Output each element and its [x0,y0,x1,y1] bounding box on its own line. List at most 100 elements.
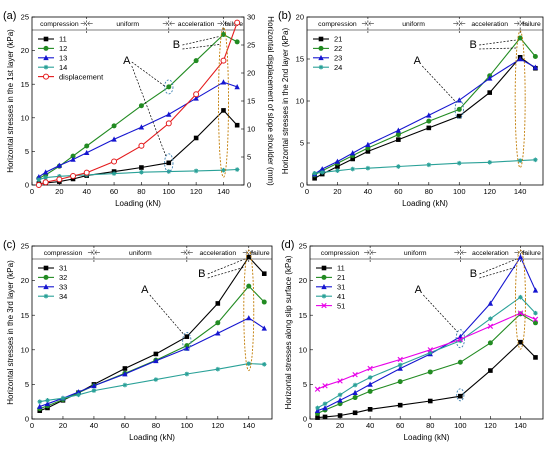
x-tick-label: 60 [394,187,402,196]
data-point-11 [488,368,493,373]
data-point-33 [37,403,43,409]
legend-label: 33 [59,283,67,292]
data-point-41 [352,382,358,388]
phase-label: uniform [116,21,139,28]
phase-arrow [460,250,467,255]
phase-label: failure [224,21,243,28]
y-tick-label: 5 [300,139,304,148]
y2-tick-label: 20 [247,69,255,78]
data-point-21 [487,90,493,95]
data-point-23 [426,112,432,118]
data-point-24 [365,165,371,171]
y-tick-label: 10 [299,345,307,354]
annotation-b: B [173,39,180,51]
leader-a-2 [131,61,166,88]
legend-marker [321,265,327,271]
data-point-51 [314,386,321,392]
data-point-11 [458,393,463,399]
annotation-a: A [414,55,422,67]
data-point-14 [43,175,48,180]
phase-label: compression [318,21,357,28]
leader-b [182,36,220,46]
series-line-51 [317,312,536,390]
phase-arrow [217,21,223,26]
x-tick-label: 40 [364,187,372,196]
data-point-displacement [56,176,63,183]
legend-entry-11: 11 [38,35,67,44]
x-tick-label: 100 [163,187,176,196]
data-point-23 [395,127,402,133]
x-tick-label: 140 [217,187,230,196]
x-tick-label: 100 [454,421,467,430]
data-point-34 [261,362,267,367]
y-tick-label: 15 [21,311,29,320]
data-point-11 [221,108,226,113]
x-tick-label: 0 [30,187,34,196]
leader-b-2 [182,44,220,50]
x-tick-label: 40 [83,187,91,196]
data-point-21 [427,369,433,375]
data-point-33 [44,400,51,407]
data-point-11 [166,160,172,166]
data-point-31 [532,287,539,293]
x-tick-label: 20 [333,187,341,196]
legend-label: displacement [59,72,104,81]
data-point-displacement [35,182,42,188]
data-point-12 [234,39,240,45]
y-tick-label: 25 [21,242,29,251]
legend-label: 12 [59,44,67,53]
annotation-b: B [198,268,205,280]
series-line-41 [317,296,536,409]
legend-label: 22 [334,44,342,53]
chart-panel-3: compression uniform acceleration failure 0 20… [3,239,273,442]
y2-tick-label: 30 [247,13,255,22]
leader-a [423,294,458,332]
legend-entry-24: 24 [313,63,342,72]
ellipse-a [454,99,464,119]
data-point-33 [215,330,221,336]
legend-marker [318,64,324,70]
x-axis-title: Loading (kN) [404,433,450,442]
y-tick-label: 10 [21,113,29,122]
x-tick-label: 0 [308,421,312,430]
data-point-11 [367,407,373,412]
data-point-24 [335,168,340,174]
data-point-13 [234,83,240,90]
data-point-34 [184,371,190,377]
data-point-14 [36,177,42,182]
data-point-23 [365,141,371,147]
data-point-displacement [220,57,227,64]
data-point-14 [57,173,62,179]
data-point-34 [215,366,221,372]
data-point-23 [349,150,356,156]
data-point-31 [352,389,358,396]
data-point-21 [457,359,463,365]
y-tick-label: 0 [25,415,29,424]
y2-tick-label: 25 [247,41,255,50]
phase-arrow [514,21,520,26]
phase-label: compression [44,250,83,257]
data-point-41 [337,392,343,398]
data-point-14 [221,167,226,173]
phase-arrow [87,250,94,255]
data-point-34 [76,392,81,398]
y-tick-label: 25 [21,13,29,22]
data-point-12 [220,31,226,37]
legend-marker [321,293,327,299]
data-point-24 [517,158,523,163]
data-point-51 [352,372,358,378]
y-tick-label: 5 [25,380,29,389]
data-point-24 [456,160,462,166]
y-axis-title: Horizontal stresses in the 2nd layer (kP… [281,28,290,175]
y-tick-label: 10 [296,97,304,106]
data-point-31 [322,405,328,411]
panel-label: (a) [3,10,16,22]
data-point-24 [319,170,325,175]
data-point-displacement [70,173,77,180]
x-tick-label: 140 [514,421,527,430]
series-line-21 [317,313,536,414]
data-point-14 [111,171,117,176]
legend-entry-34: 34 [38,292,67,301]
leader-a [422,65,457,103]
y2-axis-title: Horizontal displacement of slope shoulde… [266,16,275,186]
